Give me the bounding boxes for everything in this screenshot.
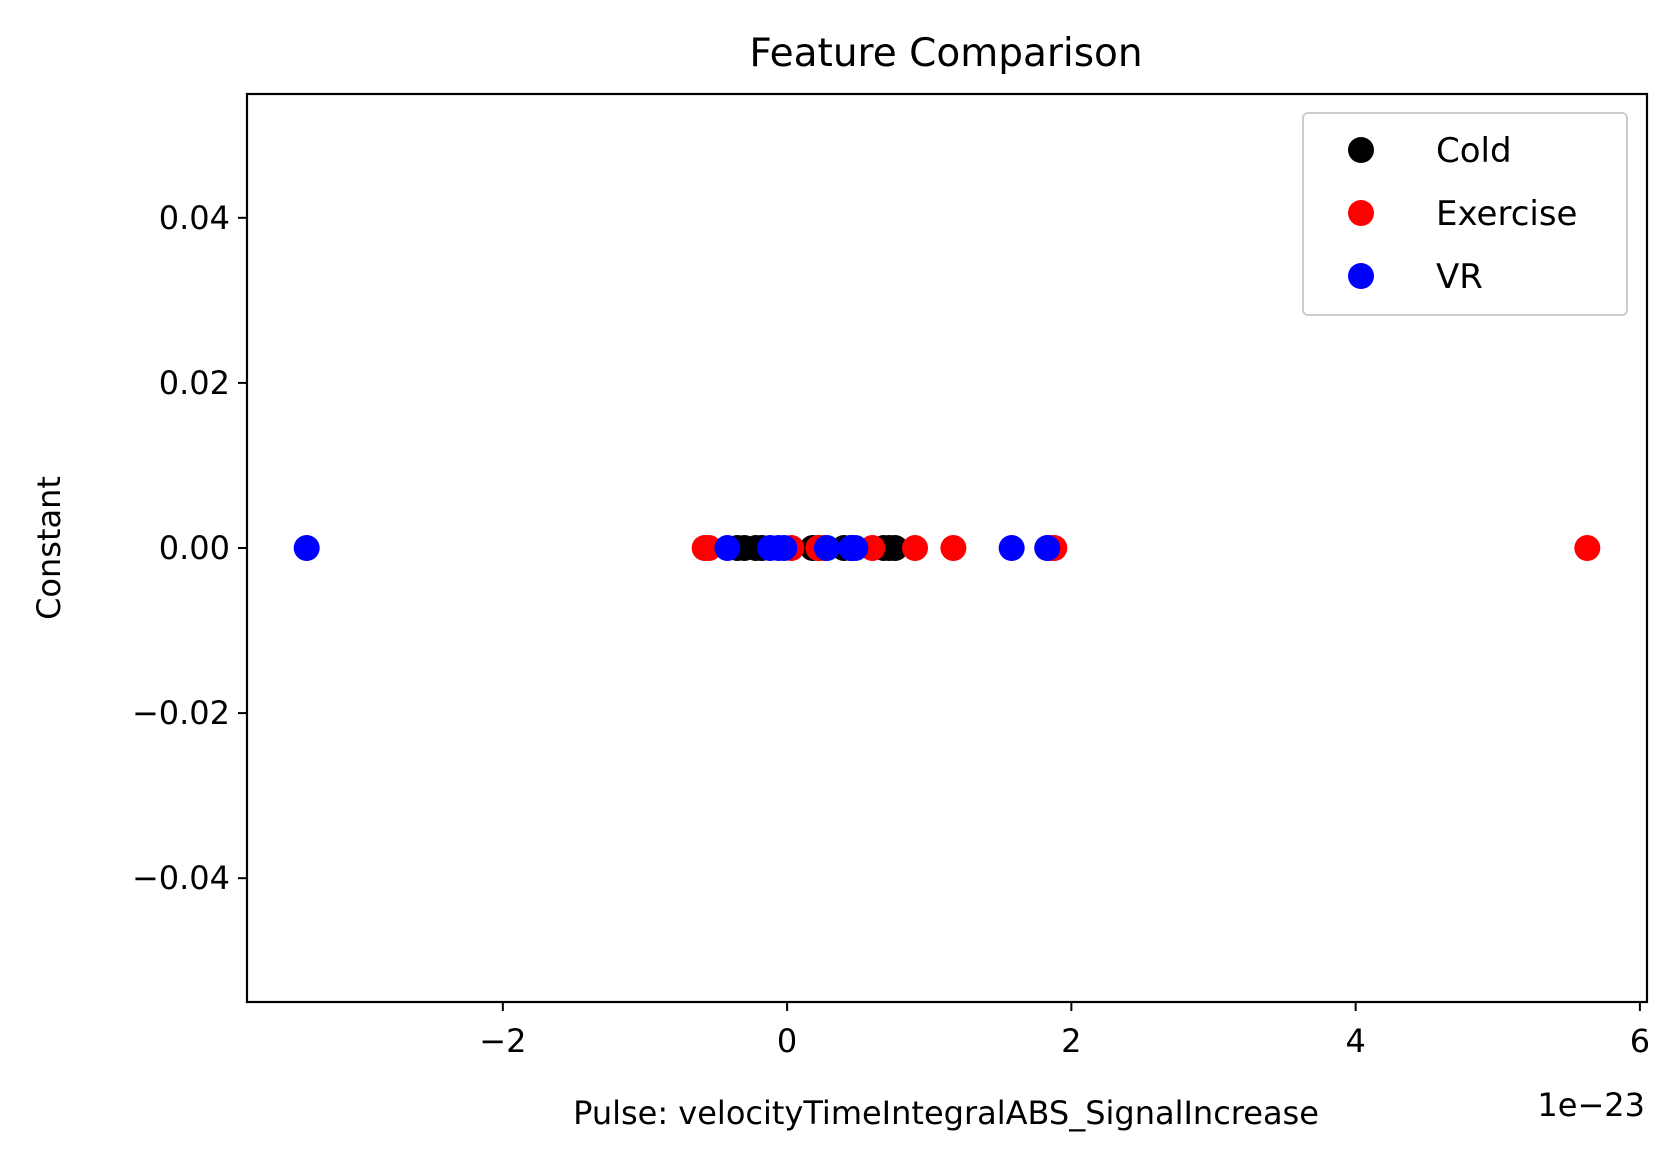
legend-label-vr: VR bbox=[1436, 257, 1483, 297]
point-vr bbox=[771, 535, 798, 561]
point-exercise bbox=[902, 535, 929, 561]
point-exercise bbox=[695, 535, 722, 561]
data-points bbox=[293, 535, 1601, 561]
x-axis: −2 0 2 4 6 bbox=[479, 1002, 1650, 1060]
y-tick-label: 0.04 bbox=[159, 199, 230, 237]
legend: Cold Exercise VR bbox=[1302, 112, 1628, 316]
legend-marker-cold bbox=[1348, 137, 1374, 163]
point-vr bbox=[714, 535, 741, 561]
y-tick-label: 0.00 bbox=[159, 529, 230, 567]
y-tick-label: −0.04 bbox=[132, 859, 230, 897]
legend-marker-vr bbox=[1348, 263, 1374, 289]
x-tick-label: 4 bbox=[1345, 1022, 1365, 1060]
y-axis-label: Constant bbox=[30, 476, 68, 620]
point-exercise bbox=[1574, 535, 1601, 561]
x-tick-label: 0 bbox=[777, 1022, 797, 1060]
y-tick-label: 0.02 bbox=[159, 364, 230, 402]
x-axis-label: Pulse: velocityTimeIntegralABS_SignalInc… bbox=[573, 1094, 1319, 1132]
point-cold bbox=[882, 535, 909, 561]
x-axis-offset-label: 1e−23 bbox=[1537, 1086, 1645, 1124]
point-exercise bbox=[940, 535, 967, 561]
x-tick-label: 6 bbox=[1630, 1022, 1650, 1060]
legend-label-cold: Cold bbox=[1436, 131, 1512, 171]
point-vr bbox=[1034, 535, 1061, 561]
chart-title: Feature Comparison bbox=[749, 31, 1142, 76]
point-vr bbox=[813, 535, 840, 561]
legend-marker-exercise bbox=[1348, 200, 1374, 226]
legend-label-exercise: Exercise bbox=[1436, 194, 1577, 234]
point-vr bbox=[998, 535, 1025, 561]
x-tick-label: 2 bbox=[1061, 1022, 1081, 1060]
y-axis: 0.04 0.02 0.00 −0.02 −0.04 bbox=[132, 199, 247, 897]
legend-frame bbox=[1302, 112, 1628, 316]
point-vr bbox=[842, 535, 869, 561]
y-tick-label: −0.02 bbox=[132, 694, 230, 732]
point-vr bbox=[293, 535, 320, 561]
x-tick-label: −2 bbox=[479, 1022, 526, 1060]
